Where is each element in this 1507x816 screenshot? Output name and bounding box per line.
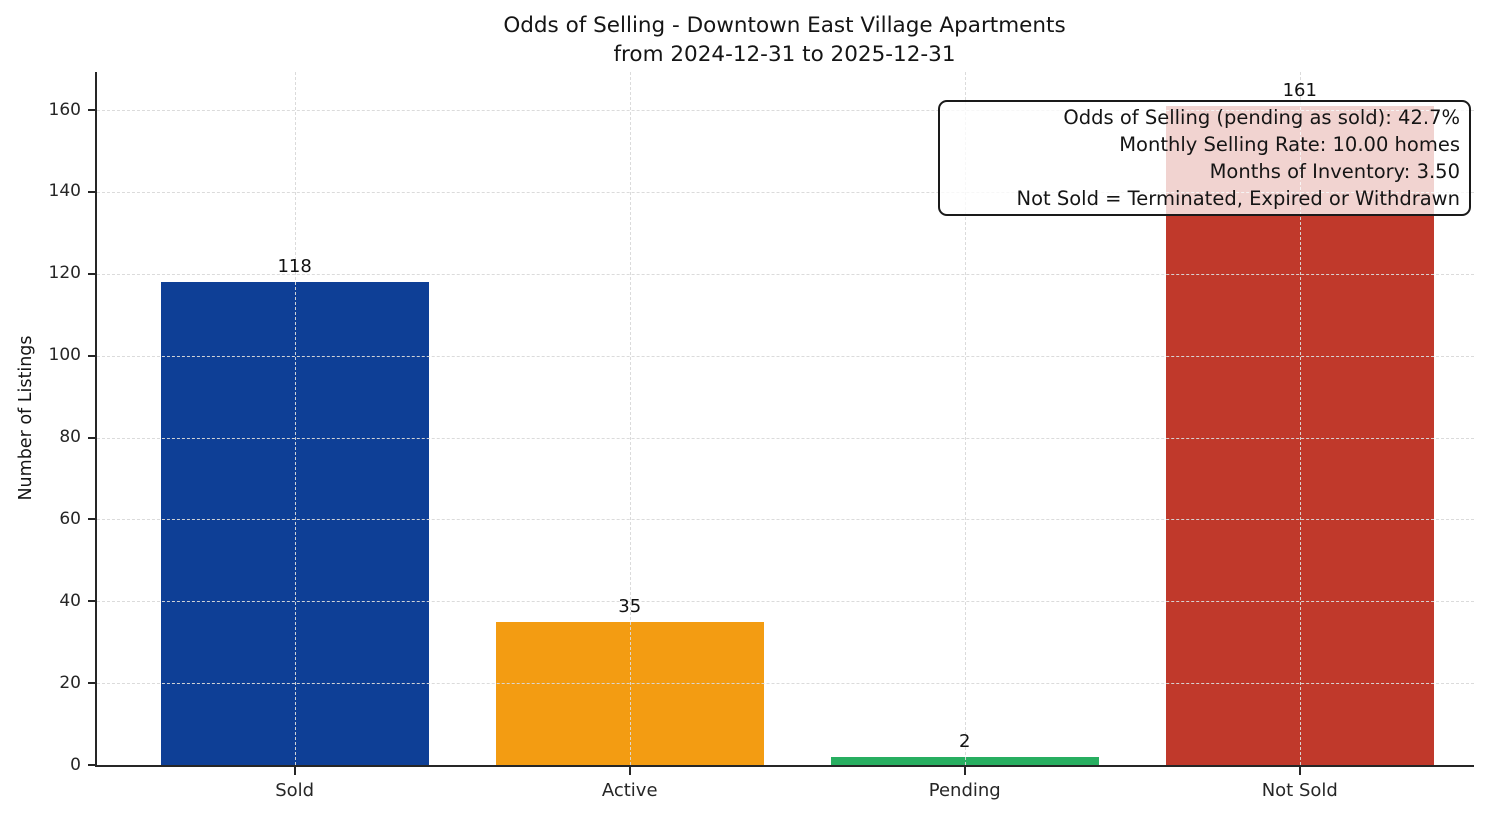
y-tick-label: 80	[59, 427, 81, 448]
annotation-line-odds: Odds of Selling (pending as sold): 42.7%	[1063, 106, 1460, 129]
v-gridline	[1299, 72, 1301, 765]
chart-title: Odds of Selling - Downtown East Village …	[95, 11, 1474, 69]
x-tick-label-not-sold: Not Sold	[1261, 780, 1338, 801]
y-tick-label: 140	[48, 181, 81, 202]
y-tick-label: 20	[59, 672, 81, 693]
y-tick-mark	[88, 109, 95, 112]
bar-active	[495, 621, 764, 765]
y-tick-mark	[88, 600, 95, 603]
h-gridline	[97, 273, 1474, 275]
h-gridline	[97, 601, 1474, 603]
v-gridline	[629, 72, 631, 765]
plot-area: 0 20 40 60 80 100 120 140 160 Sold 118 Active 35 Pend…	[49, 72, 1474, 801]
x-tick-label-pending: Pending	[928, 780, 1001, 801]
chart-title-line2: from 2024-12-31 to 2025-12-31	[613, 42, 956, 67]
bar-value-label-active: 35	[618, 595, 642, 617]
annotation-line-monthly-rate: Monthly Selling Rate: 10.00 homes	[1119, 133, 1460, 156]
y-tick-mark	[88, 272, 95, 275]
chart-title-line1: Odds of Selling - Downtown East Village …	[503, 13, 1066, 38]
y-tick-label: 40	[59, 590, 81, 611]
y-tick-label: 100	[48, 345, 81, 366]
y-tick-mark	[88, 682, 95, 685]
x-tick-mark	[293, 767, 296, 775]
h-gridline	[97, 683, 1474, 685]
h-gridline	[97, 191, 1474, 193]
annotation-box: Odds of Selling (pending as sold): 42.7%…	[938, 100, 1471, 216]
bar-value-label-sold: 118	[277, 256, 312, 277]
annotation-line-inventory: Months of Inventory: 3.50	[1209, 160, 1460, 183]
y-tick-mark	[88, 190, 95, 193]
bar-pending	[830, 756, 1099, 765]
y-tick-label: 60	[59, 508, 81, 529]
h-gridline	[97, 355, 1474, 357]
y-tick-mark	[88, 764, 95, 766]
x-tick-mark	[963, 767, 966, 775]
y-tick-mark	[88, 436, 95, 439]
x-tick-mark	[1298, 767, 1301, 775]
y-tick-mark	[88, 518, 95, 521]
annotation-line-not-sold-note: Not Sold = Terminated, Expired or Withdr…	[1016, 187, 1460, 210]
h-gridline	[97, 110, 1474, 112]
v-gridline	[294, 72, 296, 765]
x-tick-label-active: Active	[601, 780, 658, 801]
y-tick-mark	[88, 354, 95, 357]
y-tick-label: 0	[70, 754, 81, 775]
bar-value-label-not-sold: 161	[1282, 79, 1317, 101]
h-gridline	[97, 519, 1474, 521]
bar-value-label-pending: 2	[959, 730, 971, 752]
y-tick-label: 160	[48, 99, 81, 120]
x-tick-label-sold: Sold	[275, 780, 315, 801]
h-gridline	[97, 437, 1474, 439]
y-tick-label: 120	[48, 263, 81, 284]
v-gridline	[964, 72, 966, 765]
x-tick-mark	[628, 767, 631, 775]
